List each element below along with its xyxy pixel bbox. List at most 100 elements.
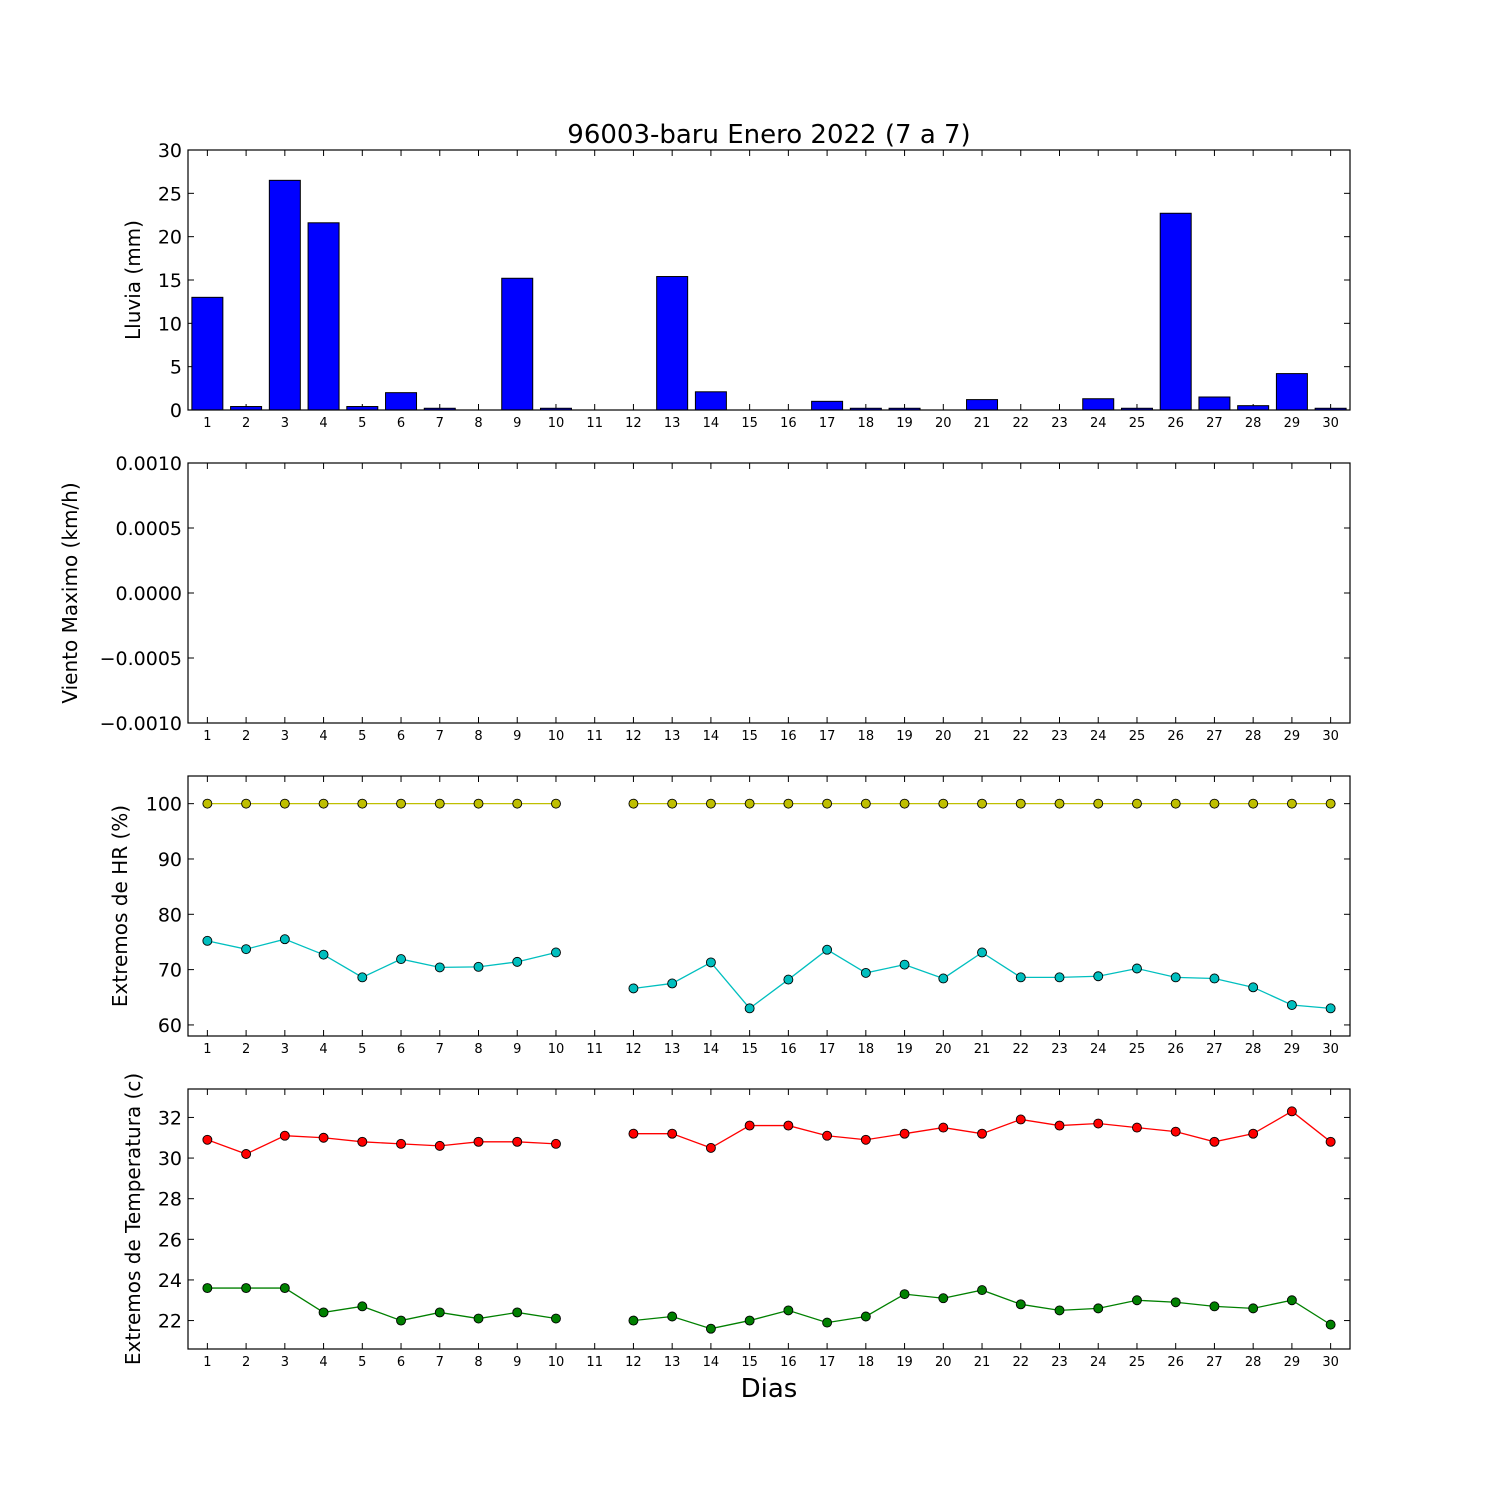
data-point: [899, 959, 910, 970]
x-tick-label: 19: [896, 1355, 913, 1370]
x-tick-label: 1: [203, 1042, 211, 1057]
data-point: [628, 1315, 639, 1326]
data-point: [977, 1285, 987, 1296]
x-tick-label: 29: [1284, 1042, 1301, 1057]
x-tick-label: 8: [474, 416, 482, 431]
data-point: [318, 1307, 329, 1318]
bar: [811, 400, 844, 411]
data-point: [667, 978, 678, 989]
x-tick-label: 10: [548, 729, 565, 744]
data-point: [628, 983, 639, 994]
x-tick-label: 14: [703, 1355, 720, 1370]
x-tick-label: 13: [664, 416, 681, 431]
x-tick-label: 19: [896, 416, 913, 431]
x-tick-label: 28: [1245, 729, 1262, 744]
data-point: [628, 798, 639, 809]
x-tick-label: 6: [397, 1042, 405, 1057]
data-point: [977, 798, 987, 809]
x-tick-label: 21: [974, 416, 991, 431]
data-point: [783, 1305, 794, 1316]
data-point: [977, 1128, 987, 1139]
y-tick-label: 32: [158, 1107, 182, 1129]
data-point: [667, 798, 678, 809]
y-axis-label: Extremos de Temperatura (c): [121, 1073, 145, 1365]
data-point: [899, 798, 910, 809]
data-point: [1054, 1120, 1065, 1131]
data-point: [396, 1138, 406, 1149]
data-point: [744, 1315, 755, 1326]
data-point: [551, 1313, 561, 1324]
x-tick-label: 23: [1051, 1042, 1068, 1057]
data-point: [744, 1120, 755, 1131]
x-tick-label: 4: [319, 416, 327, 431]
bar: [1198, 396, 1231, 411]
x-tick-label: 15: [741, 1355, 758, 1370]
x-tick-label: 27: [1206, 416, 1223, 431]
series-line: [207, 1287, 557, 1322]
data-point: [357, 1301, 368, 1312]
x-tick-label: 26: [1167, 1042, 1184, 1057]
data-point: [202, 798, 213, 809]
y-tick-label: 100: [146, 794, 182, 816]
x-tick-label: 17: [819, 1042, 836, 1057]
x-tick-label: 22: [1012, 1042, 1029, 1057]
data-point: [396, 1315, 406, 1326]
bar: [385, 392, 418, 411]
data-point: [1093, 1303, 1104, 1314]
y-tick-label: −0.0005: [100, 648, 182, 670]
data-point: [434, 1307, 445, 1318]
data-point: [1286, 798, 1297, 809]
data-point: [783, 974, 794, 985]
data-point: [279, 1283, 290, 1294]
data-point: [357, 798, 368, 809]
data-point: [1209, 1301, 1220, 1312]
data-point: [860, 798, 871, 809]
x-tick-label: 7: [436, 729, 444, 744]
y-axis-label: Viento Maximo (km/h): [58, 482, 82, 703]
x-tick-label: 23: [1051, 729, 1068, 744]
axes-frame: [187, 775, 1351, 1037]
x-tick-label: 6: [397, 416, 405, 431]
data-point: [279, 798, 290, 809]
data-point: [938, 973, 949, 984]
bar: [1237, 405, 1270, 411]
x-tick-label: 13: [664, 729, 681, 744]
data-point: [279, 1130, 290, 1141]
x-tick-label: 7: [436, 1355, 444, 1370]
data-point: [822, 1317, 833, 1328]
x-tick-label: 29: [1284, 416, 1301, 431]
data-point: [1325, 798, 1336, 809]
data-point: [1325, 1319, 1336, 1330]
axes-frame: [187, 149, 1351, 411]
y-tick-label: 80: [158, 904, 182, 926]
data-point: [318, 1132, 329, 1143]
x-tick-label: 10: [548, 1042, 565, 1057]
x-axis-label: Dias: [741, 1374, 798, 1404]
x-tick-label: 25: [1129, 729, 1146, 744]
y-axis-label: Lluvia (mm): [121, 220, 145, 340]
x-tick-label: 15: [741, 416, 758, 431]
x-tick-label: 1: [203, 1355, 211, 1370]
x-tick-label: 16: [780, 729, 797, 744]
x-tick-label: 11: [586, 416, 603, 431]
y-tick-label: 25: [158, 183, 182, 205]
x-tick-label: 2: [242, 416, 250, 431]
x-tick-label: 22: [1012, 729, 1029, 744]
data-point: [1170, 1126, 1181, 1137]
bar: [1275, 373, 1308, 411]
x-tick-label: 24: [1090, 1042, 1107, 1057]
x-tick-label: 30: [1322, 1042, 1339, 1057]
y-tick-label: 60: [158, 1015, 182, 1037]
x-tick-label: 13: [664, 1042, 681, 1057]
x-tick-label: 11: [586, 729, 603, 744]
x-tick-label: 28: [1245, 416, 1262, 431]
data-point: [899, 1128, 910, 1139]
data-point: [473, 1313, 484, 1324]
data-point: [1325, 1003, 1336, 1014]
data-point: [938, 1122, 949, 1133]
data-point: [1209, 973, 1220, 984]
data-point: [1286, 1000, 1297, 1010]
data-point: [1093, 971, 1104, 982]
data-point: [396, 954, 406, 965]
bar: [1159, 212, 1192, 411]
